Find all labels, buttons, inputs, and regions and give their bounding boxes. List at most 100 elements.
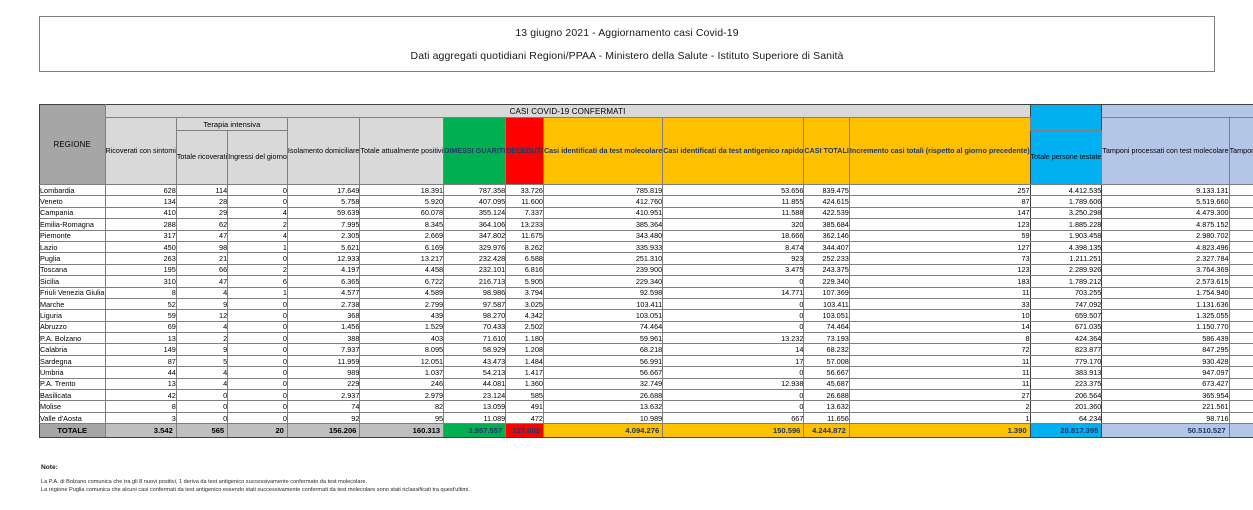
row-cell: 412.760 [542, 195, 664, 208]
total-row-cell: 4.244.872 [803, 423, 850, 439]
row-cell: 0 [227, 252, 288, 265]
table-group-header-row: REGIONE CASI COVID-19 CONFERMATI TAMPONI [39, 104, 1253, 185]
row-cell: 5.519.660 [1101, 195, 1230, 208]
row-cell: 586.439 [1101, 332, 1230, 345]
row-cell: 5.758 [286, 195, 361, 208]
row-cell: 5 [175, 354, 229, 368]
row-cell: 383.913 [1029, 366, 1103, 379]
row-cell: 1.360 [505, 377, 544, 391]
total-row-cell: 160.313 [359, 423, 445, 439]
row-cell: 33.726 [505, 183, 544, 197]
row-cell: 3.025 [505, 297, 544, 311]
row-cell: 472 [505, 411, 544, 425]
header-tamponi-test-molecolare: Tamponi processati con test molecolare [1101, 117, 1230, 185]
row-cell: 439 [359, 309, 445, 322]
row-cell: 2.327.784 [1101, 252, 1230, 265]
header-casi-test-molecolare: Casi identificati da test molecolare [542, 117, 664, 185]
row-cell: 18.666 [662, 229, 805, 242]
row-cell: 336.245 [1228, 286, 1253, 299]
row-cell: 74.464 [803, 320, 850, 334]
row-cell: 263 [104, 252, 177, 265]
row-regione-label: Campania [39, 206, 106, 220]
row-cell: 114 [175, 183, 229, 197]
total-row-cell: 20 [227, 423, 288, 439]
row-cell: 8 [848, 332, 1031, 345]
row-cell: 364.106 [443, 218, 507, 231]
row-cell: 50.572 [1228, 343, 1253, 356]
row-cell: 47 [175, 229, 229, 242]
header-casi-totali: CASI TOTALI [803, 117, 850, 185]
header-regione: REGIONE [39, 104, 106, 185]
row-cell: 329.976 [443, 240, 507, 254]
row-cell: 107.369 [803, 286, 850, 299]
row-cell: 343.480 [542, 229, 664, 242]
row-cell: 6.365 [286, 275, 361, 288]
row-cell: 74 [286, 400, 361, 413]
row-cell: 628 [104, 183, 177, 197]
row-cell: 403 [359, 332, 445, 345]
row-cell: 4 [227, 229, 288, 242]
row-regione-label: Friuli Venezia Giulia [39, 286, 106, 299]
row-cell: 14 [662, 343, 805, 356]
notes-line-2: La regione Puglia comunica che alcuni ca… [41, 487, 470, 493]
row-cell: 1.960.771 [1228, 183, 1253, 197]
row-cell: 9 [175, 297, 229, 311]
row-cell: 8.474 [662, 240, 805, 254]
row-cell: 1.456 [286, 320, 361, 334]
row-cell: 11 [848, 377, 1031, 391]
row-cell: 424.364 [1029, 332, 1103, 345]
row-cell: 56.991 [542, 354, 664, 368]
row-cell: 9 [175, 343, 229, 356]
row-regione-label: Toscana [39, 263, 106, 277]
table-row: Piemonte 317 47 4 2.305 2.669 347.802 11.675 343… [39, 229, 1253, 242]
row-cell: 2.289.926 [1029, 263, 1103, 277]
table-total-row: TOTALE 3.542 565 20 156.206 160.313 3.957.557 1… [39, 423, 1253, 439]
row-cell: 29 [175, 206, 229, 220]
row-cell: 6 [227, 275, 288, 288]
row-cell: 320 [662, 218, 805, 231]
row-cell: 2 [227, 263, 288, 277]
row-cell: 18.391 [359, 183, 445, 197]
row-cell: 450 [104, 240, 177, 254]
row-cell: 1.150.770 [1101, 320, 1230, 334]
row-cell: 5.621 [286, 240, 361, 254]
row-cell: 2.502 [505, 320, 544, 334]
row-cell: 59.639 [286, 206, 361, 220]
row-cell: 87 [848, 195, 1031, 208]
row-cell: 2 [848, 400, 1031, 413]
row-cell: 11.855 [662, 195, 805, 208]
notes-title: Note: [41, 464, 58, 471]
row-cell: 2.783.586 [1228, 195, 1253, 208]
row-cell: 229 [286, 377, 361, 391]
row-cell: 16.434 [1228, 389, 1253, 402]
row-cell: 4 [175, 286, 229, 299]
row-cell: 1.885.228 [1029, 218, 1103, 231]
row-cell: 12.051 [359, 354, 445, 368]
row-cell: 97.587 [443, 297, 507, 311]
row-cell: 13.632 [803, 400, 850, 413]
row-cell: 0 [227, 309, 288, 322]
table-row: Veneto 134 28 0 5.758 5.920 407.095 11.600 412.7… [39, 195, 1253, 208]
row-cell: 3.764.369 [1101, 263, 1230, 277]
table-row: Marche 52 9 0 2.738 2.799 97.587 3.025 103.411 0 1… [39, 297, 1253, 311]
row-cell: 252.233 [803, 252, 850, 265]
header-totale-attualmente-positivi: Totale attualmente positivi [359, 117, 445, 185]
row-cell: 103.411 [542, 297, 664, 311]
row-cell: 8.345 [359, 218, 445, 231]
row-cell: 847.295 [1101, 343, 1230, 356]
row-cell: 56.667 [803, 366, 850, 379]
row-cell: 310 [104, 275, 177, 288]
row-cell: 62 [175, 218, 229, 231]
row-cell: 98.270 [443, 309, 507, 322]
report-subtitle: Dati aggregati quotidiani Regioni/PPAA -… [410, 49, 844, 62]
row-cell: 839.475 [803, 183, 850, 197]
row-cell: 0 [175, 400, 229, 413]
header-totale-persone-testate: Totale persone testate [1029, 130, 1103, 185]
table-row: Campania 410 29 4 59.639 60.078 355.124 7.337 41… [39, 206, 1253, 220]
row-cell: 1.484 [505, 354, 544, 368]
table-row: Lombardia 628 114 0 17.649 18.391 787.358 33.72… [39, 183, 1253, 197]
row-cell: 71.610 [443, 332, 507, 345]
row-cell: 6.169 [359, 240, 445, 254]
total-row-cell: 3.542 [104, 423, 177, 439]
row-cell: 33 [848, 297, 1031, 311]
